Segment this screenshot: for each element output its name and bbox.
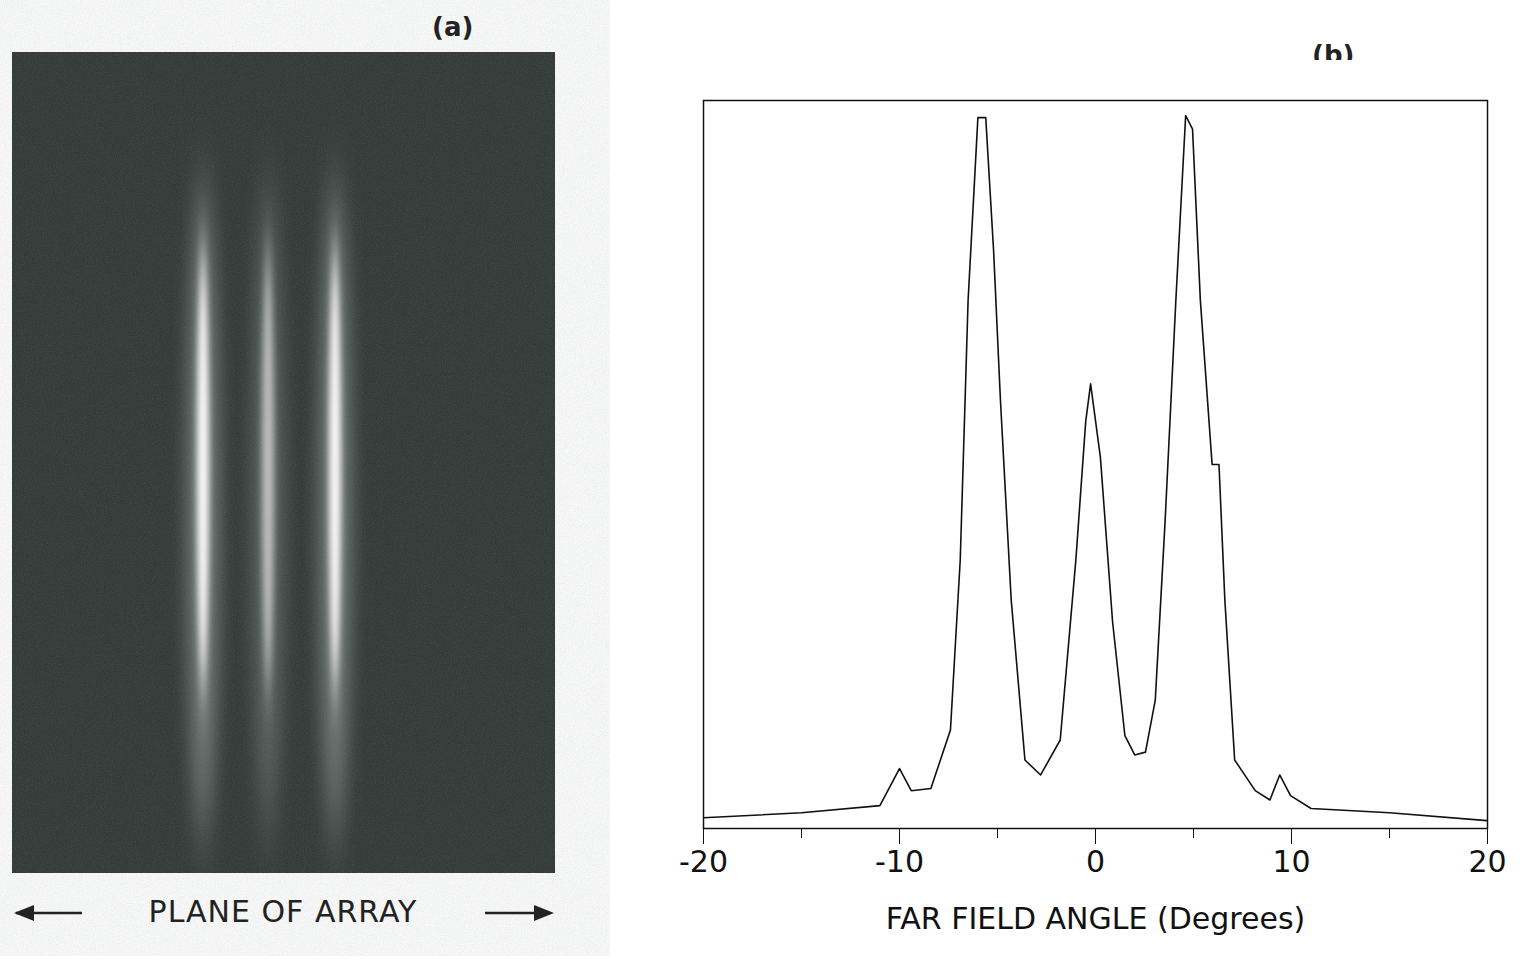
svg-text:FAR FIELD ANGLE (Degrees): FAR FIELD ANGLE (Degrees) <box>886 901 1305 936</box>
html-text:(a): (a) <box>432 12 474 42</box>
svg-text:PLANE OF ARRAY: PLANE OF ARRAY <box>149 894 418 929</box>
svg-text:0: 0 <box>1086 844 1105 879</box>
svg-text:20: 20 <box>1468 844 1506 879</box>
html-text:(b): (b) <box>1312 40 1355 70</box>
svg-text:-20: -20 <box>679 844 728 879</box>
svg-text:10: 10 <box>1272 844 1310 879</box>
svg-text:-10: -10 <box>875 844 924 879</box>
